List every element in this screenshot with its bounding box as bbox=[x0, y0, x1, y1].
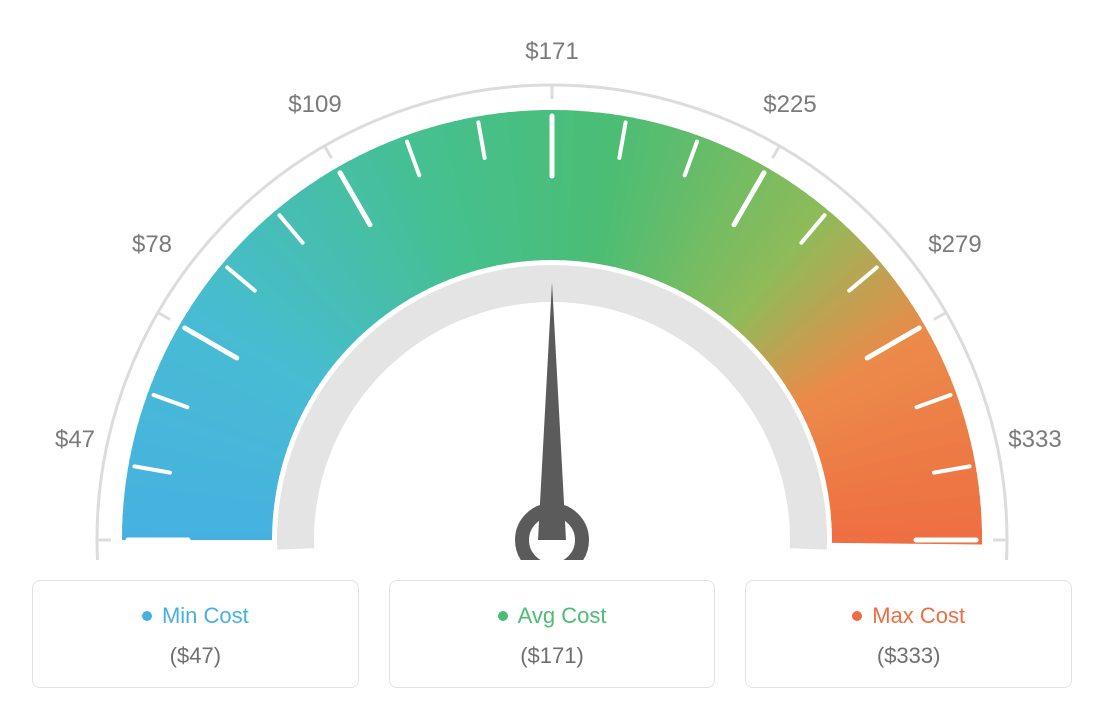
legend-card-avg: Avg Cost ($171) bbox=[389, 580, 716, 688]
legend-row: Min Cost ($47) Avg Cost ($171) Max Cost … bbox=[32, 580, 1072, 688]
legend-title-max: Max Cost bbox=[852, 603, 965, 629]
dot-icon bbox=[852, 611, 862, 621]
legend-card-max: Max Cost ($333) bbox=[745, 580, 1072, 688]
legend-value-avg: ($171) bbox=[400, 643, 705, 669]
legend-card-min: Min Cost ($47) bbox=[32, 580, 359, 688]
legend-value-min: ($47) bbox=[43, 643, 348, 669]
legend-title-avg: Avg Cost bbox=[498, 603, 607, 629]
gauge-tick-label: $78 bbox=[132, 231, 172, 259]
legend-title-min: Min Cost bbox=[142, 603, 249, 629]
gauge-tick-label: $333 bbox=[1008, 426, 1061, 454]
cost-gauge: $47 $78 $109 $171 $225 $279 $333 bbox=[20, 20, 1084, 560]
gauge-tick-label: $47 bbox=[55, 426, 95, 454]
gauge-tick-label: $225 bbox=[763, 91, 816, 119]
gauge-tick-label: $279 bbox=[928, 231, 981, 259]
legend-label: Min Cost bbox=[162, 603, 249, 629]
legend-value-max: ($333) bbox=[756, 643, 1061, 669]
legend-label: Avg Cost bbox=[518, 603, 607, 629]
dot-icon bbox=[498, 611, 508, 621]
legend-label: Max Cost bbox=[872, 603, 965, 629]
gauge-tick-label: $109 bbox=[288, 91, 341, 119]
gauge-svg bbox=[20, 20, 1084, 560]
gauge-tick-label: $171 bbox=[525, 38, 578, 66]
dot-icon bbox=[142, 611, 152, 621]
